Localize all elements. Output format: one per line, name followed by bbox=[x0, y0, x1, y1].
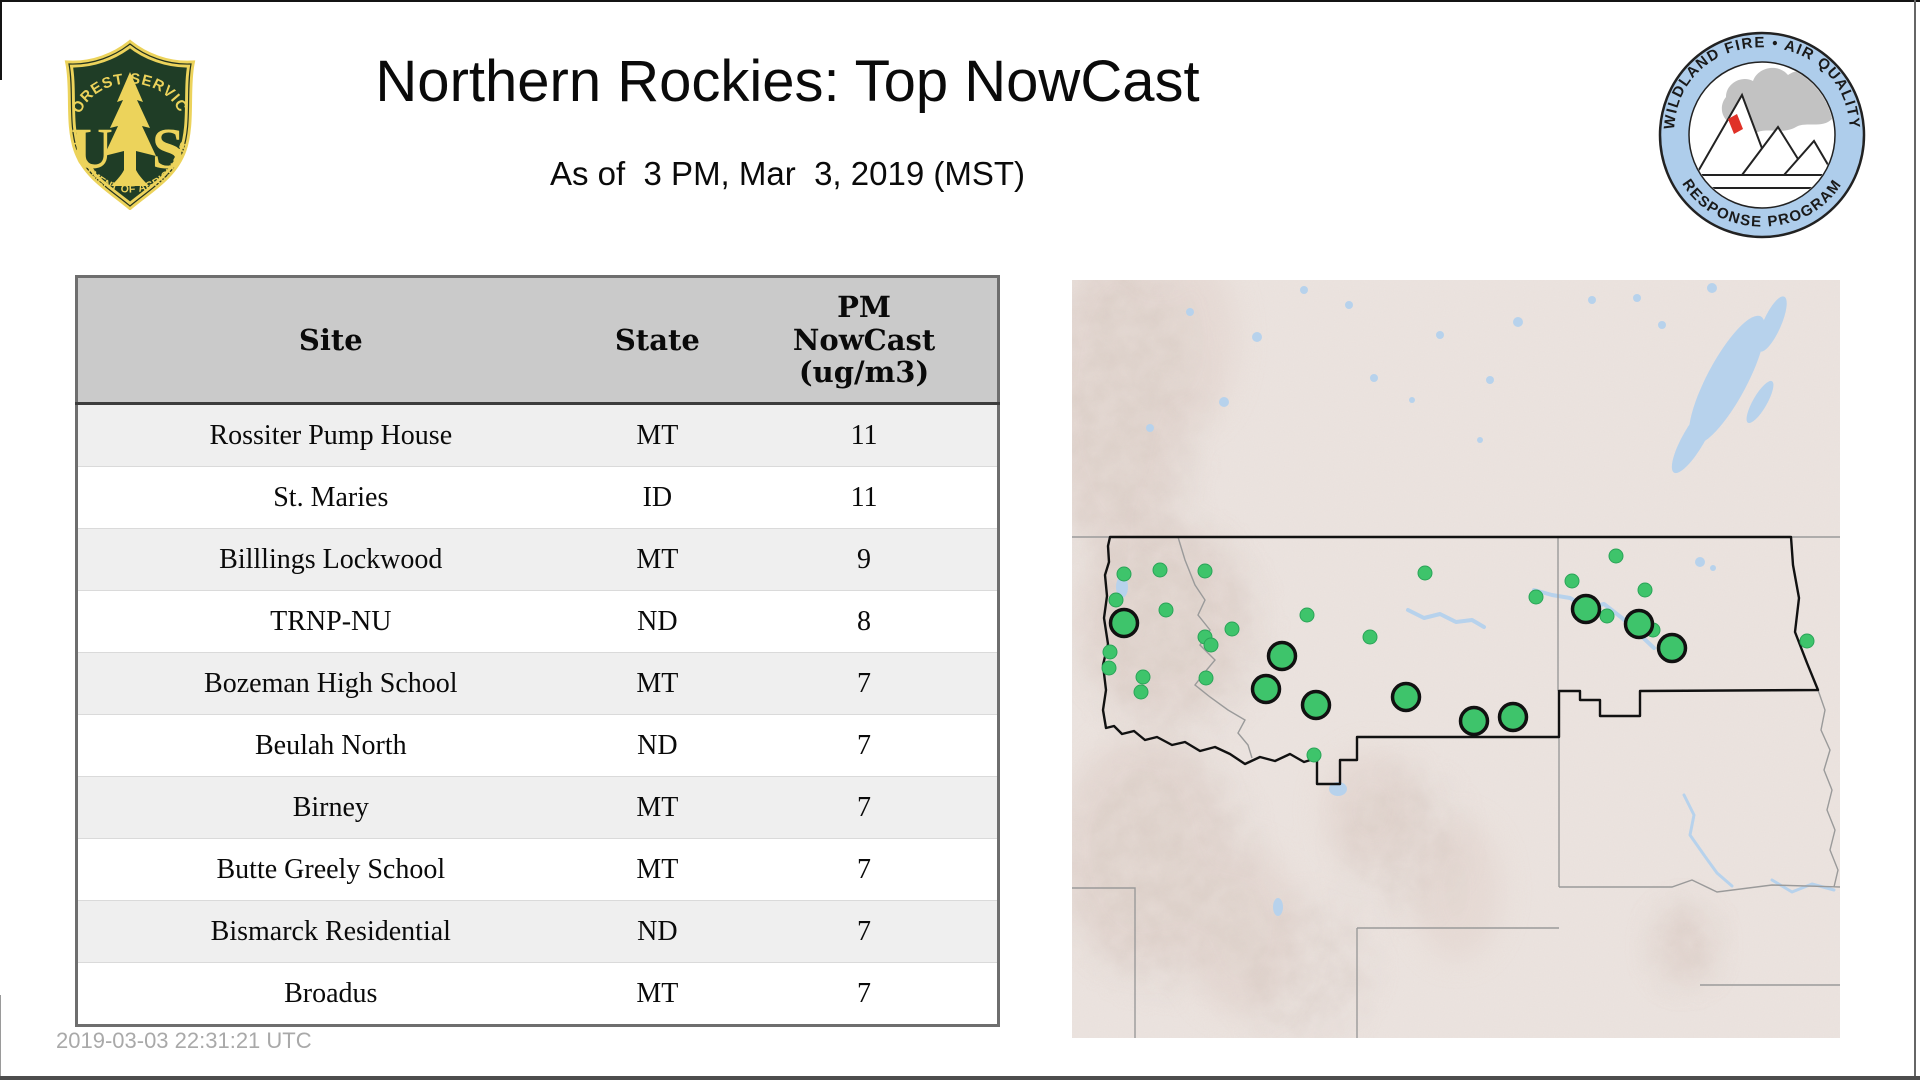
site-dot bbox=[1528, 589, 1544, 605]
column-header-state: State bbox=[583, 276, 732, 405]
shield-letter-s: S bbox=[152, 116, 184, 181]
state-cell: MT bbox=[583, 528, 732, 591]
generation-timestamp: 2019-03-03 22:31:21 UTC bbox=[56, 1028, 312, 1053]
mountain-right bbox=[1783, 139, 1834, 176]
site-dot bbox=[1299, 607, 1315, 623]
flame-mark bbox=[1728, 114, 1743, 134]
table-row: Broadus MT 7 bbox=[76, 962, 999, 1026]
site-dot bbox=[1198, 670, 1214, 686]
site-cell: Broadus bbox=[76, 962, 584, 1026]
site-dot bbox=[1608, 548, 1624, 564]
column-header-pm: PM NowCast (ug/m3) bbox=[731, 276, 999, 405]
value-cell: 11 bbox=[731, 466, 999, 529]
site-dot bbox=[1306, 747, 1322, 763]
site-dot bbox=[1203, 637, 1219, 653]
site-dot bbox=[1133, 684, 1149, 700]
forest-service-logo: FOREST SERVICE U S DEPARTMENT OF AGRICUL… bbox=[55, 38, 196, 210]
state-cell: MT bbox=[583, 838, 732, 901]
lakes bbox=[1116, 283, 1787, 916]
window-frame-top bbox=[0, 0, 1920, 2]
window-frame-bottom bbox=[0, 1076, 1920, 1080]
value-cell: 7 bbox=[731, 652, 999, 715]
table-row: Rossiter Pump House MT 11 bbox=[76, 403, 999, 467]
top-site-dot bbox=[1458, 705, 1490, 737]
site-dot bbox=[1152, 562, 1168, 578]
value-cell: 7 bbox=[731, 962, 999, 1026]
site-dot bbox=[1417, 565, 1433, 581]
site-dot bbox=[1637, 582, 1653, 598]
site-dot bbox=[1101, 660, 1117, 676]
value-cell: 11 bbox=[731, 403, 999, 467]
table-row: St. Maries ID 11 bbox=[76, 466, 999, 529]
value-cell: 9 bbox=[731, 528, 999, 591]
value-cell: 7 bbox=[731, 838, 999, 901]
top-site-dot bbox=[1108, 607, 1140, 639]
nowcast-table: Site State PM NowCast (ug/m3) Rossiter P… bbox=[75, 275, 1000, 1027]
state-cell: ND bbox=[583, 590, 732, 653]
state-cell: MT bbox=[583, 776, 732, 839]
site-dot bbox=[1799, 633, 1815, 649]
window-frame-left bbox=[0, 0, 2, 80]
top-site-dot bbox=[1497, 701, 1529, 733]
site-cell: Billlings Lockwood bbox=[76, 528, 584, 591]
table-row: TRNP-NU ND 8 bbox=[76, 590, 999, 653]
window-frame-left-lower bbox=[0, 995, 1, 1080]
state-cell: MT bbox=[583, 962, 732, 1026]
value-cell: 8 bbox=[731, 590, 999, 653]
table-row: Birney MT 7 bbox=[76, 776, 999, 839]
window-frame-right bbox=[1914, 0, 1916, 1080]
site-dot bbox=[1108, 592, 1124, 608]
site-dot bbox=[1197, 563, 1213, 579]
site-dot bbox=[1224, 621, 1240, 637]
site-dot bbox=[1158, 602, 1174, 618]
site-cell: Rossiter Pump House bbox=[76, 403, 584, 467]
page-subtitle: As of 3 PM, Mar 3, 2019 (MST) bbox=[550, 155, 1025, 192]
top-site-dot bbox=[1570, 593, 1602, 625]
site-cell: Butte Greely School bbox=[76, 838, 584, 901]
table-row: Bismarck Residential ND 7 bbox=[76, 900, 999, 963]
table-row: Bozeman High School MT 7 bbox=[76, 652, 999, 715]
state-borders bbox=[1072, 536, 1841, 1038]
column-header-site: Site bbox=[76, 276, 584, 405]
page-title: Northern Rockies: Top NowCast bbox=[375, 49, 1200, 114]
site-cell: St. Maries bbox=[76, 466, 584, 529]
site-dot bbox=[1135, 669, 1151, 685]
site-cell: Bismarck Residential bbox=[76, 900, 584, 963]
pine-tree-icon bbox=[104, 72, 156, 186]
top-site-dot bbox=[1390, 681, 1422, 713]
top-site-dot bbox=[1300, 689, 1332, 721]
site-cell: Beulah North bbox=[76, 714, 584, 777]
wfaqrp-logo: WILDLAND FIRE • AIR QUALITY RESPONSE PRO… bbox=[1658, 31, 1866, 239]
site-cell: TRNP-NU bbox=[76, 590, 584, 653]
table-row: Billlings Lockwood MT 9 bbox=[76, 528, 999, 591]
site-dot bbox=[1599, 608, 1615, 624]
monitor-sites-layer bbox=[1101, 548, 1815, 763]
top-site-dot bbox=[1623, 608, 1655, 640]
top-site-dot bbox=[1250, 673, 1282, 705]
state-cell: ND bbox=[583, 900, 732, 963]
site-dot bbox=[1362, 629, 1378, 645]
site-dot bbox=[1564, 573, 1580, 589]
top-sites-layer bbox=[1108, 593, 1688, 737]
value-cell: 7 bbox=[731, 714, 999, 777]
table-header-row: Site State PM NowCast (ug/m3) bbox=[76, 276, 999, 405]
value-cell: 7 bbox=[731, 900, 999, 963]
site-cell: Birney bbox=[76, 776, 584, 839]
state-cell: MT bbox=[583, 403, 732, 467]
table-row: Butte Greely School MT 7 bbox=[76, 838, 999, 901]
site-dot bbox=[1102, 644, 1118, 660]
region-outline bbox=[1101, 535, 1820, 786]
shield-letter-u: U bbox=[71, 116, 113, 181]
top-site-dot bbox=[1656, 632, 1688, 664]
top-site-dot bbox=[1266, 640, 1298, 672]
state-cell: MT bbox=[583, 652, 732, 715]
site-cell: Bozeman High School bbox=[76, 652, 584, 715]
site-dot bbox=[1116, 566, 1132, 582]
region-map bbox=[1047, 250, 1841, 1040]
state-cell: ND bbox=[583, 714, 732, 777]
state-cell: ID bbox=[583, 466, 732, 529]
table-row: Beulah North ND 7 bbox=[76, 714, 999, 777]
value-cell: 7 bbox=[731, 776, 999, 839]
